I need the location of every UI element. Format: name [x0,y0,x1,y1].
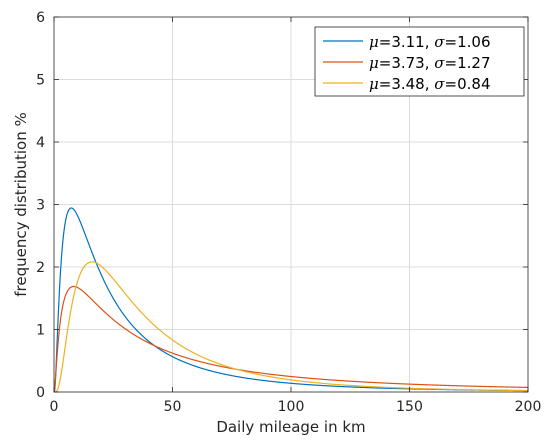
series-line-3 [54,261,528,393]
y-tick-label: 3 [36,198,45,214]
legend: μ=3.11, σ=1.06μ=3.73, σ=1.27μ=3.48, σ=0.… [314,26,525,97]
y-tick-label: 1 [36,323,45,339]
y-tick-label: 2 [36,260,45,276]
x-tick-label: 100 [278,399,305,415]
series-lines [53,207,529,393]
legend-value: =1.27 [445,54,491,72]
y-tick-label: 0 [36,385,45,401]
y-tick-label: 6 [36,10,45,26]
legend-greek-symbol: μ [369,33,379,51]
legend-greek-symbol: σ [434,33,445,51]
legend-value: =0.84 [445,75,491,93]
legend-value: =3.73, [379,54,435,72]
legend-entry: μ=3.73, σ=1.27 [369,54,490,72]
legend-greek-symbol: μ [369,54,379,72]
legend-greek-symbol: μ [369,75,379,93]
y-tick-label: 5 [36,73,45,89]
legend-value: =3.11, [379,33,435,51]
legend-greek-symbol: σ [434,75,445,93]
legend-value: =3.48, [379,75,435,93]
y-tick-label: 4 [36,135,45,151]
x-tick-label: 200 [515,399,542,415]
x-tick-label: 150 [396,399,423,415]
x-tick-label: 0 [50,399,59,415]
x-tick-label: 50 [164,399,182,415]
legend-greek-symbol: σ [434,54,445,72]
x-axis-label: Daily mileage in km [216,418,365,436]
axis-ticks: 0 50 100 150 200 0 1 2 3 4 5 6 [36,10,541,415]
legend-value: =1.06 [445,33,491,51]
legend-entry: μ=3.11, σ=1.06 [369,33,490,51]
series-line-2 [53,285,529,392]
legend-entry: μ=3.48, σ=0.84 [369,75,490,93]
y-axis-label: frequency distribution % [12,112,30,297]
